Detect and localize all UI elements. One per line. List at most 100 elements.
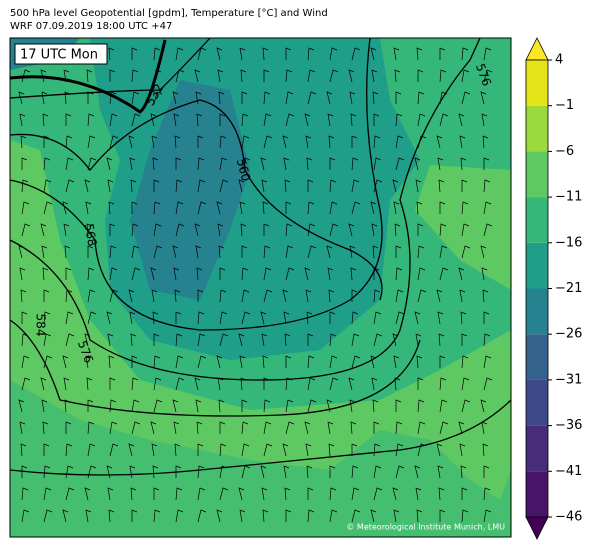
wind-barb (439, 509, 446, 522)
wind-barb (41, 245, 48, 259)
wind-barb (351, 289, 358, 302)
wind-barb (285, 47, 292, 60)
wind-barb (194, 377, 201, 391)
wind-barb (239, 47, 246, 61)
wind-barb (483, 509, 492, 523)
wind-barb (370, 355, 377, 369)
colorbar-tick-label: −6 (555, 144, 574, 159)
wind-barb (43, 179, 52, 193)
wind-barb (40, 223, 47, 237)
wind-barb (131, 113, 141, 127)
wind-barb (107, 179, 114, 193)
wind-barb (42, 421, 49, 435)
wind-barb (417, 223, 424, 236)
wind-barb (63, 223, 70, 237)
wind-barb (239, 355, 246, 369)
wind-barb (175, 333, 183, 347)
wind-barb (439, 399, 448, 413)
wind-barb (305, 289, 312, 303)
wind-barb (218, 399, 225, 413)
wind-barb (417, 267, 426, 281)
wind-barb (197, 157, 205, 171)
wind-barb (219, 113, 226, 126)
wind-barb (197, 333, 206, 347)
wind-barb (460, 157, 467, 171)
wind-barb (285, 355, 292, 368)
wind-barb (417, 69, 424, 82)
wind-barb (41, 91, 48, 105)
wind-barb (87, 245, 94, 258)
wind-barb (283, 157, 290, 171)
wind-barb (260, 311, 267, 325)
wind-barb (174, 443, 181, 457)
wind-barb (42, 267, 49, 281)
wind-barb (196, 113, 203, 127)
wind-barb (285, 113, 295, 127)
wind-barb (19, 267, 26, 281)
wind-barb (417, 399, 425, 413)
wind-barb (282, 443, 289, 457)
wind-barb (131, 377, 139, 391)
wind-barb (86, 69, 93, 83)
wind-barb (483, 47, 492, 61)
wind-barb (64, 399, 71, 413)
wind-barb (131, 201, 138, 214)
wind-barb (282, 135, 289, 149)
wind-barb (84, 179, 91, 193)
wind-barb (437, 311, 444, 325)
wind-barb (348, 223, 355, 237)
wind-barb (173, 267, 180, 281)
colorbar-tick-label: −21 (555, 281, 582, 296)
wind-barb (21, 355, 30, 369)
wind-barb (108, 355, 115, 369)
wind-barb (239, 201, 246, 215)
wind-barb (21, 201, 30, 215)
wind-barb (263, 267, 272, 281)
wind-barb (417, 135, 427, 149)
wind-barb (65, 487, 75, 501)
wind-barb (395, 289, 404, 303)
wind-barb (241, 443, 250, 457)
wind-barb (394, 223, 401, 237)
wind-barb (393, 47, 400, 61)
wind-barb (152, 465, 159, 479)
wind-barb (263, 289, 273, 303)
wind-barb (480, 399, 487, 413)
time-label: 17 UTC Mon (20, 48, 98, 63)
wind-barb (283, 465, 290, 479)
wind-barb (329, 201, 338, 215)
wind-barb (194, 223, 201, 237)
wind-barb (395, 443, 404, 457)
wind-barb (197, 135, 204, 148)
wind-barb (219, 135, 227, 149)
wind-barb (329, 47, 338, 61)
wind-barb (131, 355, 138, 368)
wind-barb (351, 333, 360, 347)
wind-barb (128, 135, 135, 149)
wind-barb (371, 223, 378, 237)
wind-barb (351, 465, 359, 479)
wind-barb (351, 135, 358, 148)
subtitle-line: WRF 07.09.2019 18:00 UTC +47 (10, 21, 172, 32)
wind-barb (108, 509, 115, 523)
wind-barb (65, 135, 73, 149)
wind-barb (327, 267, 334, 281)
wind-barb (370, 509, 377, 523)
wind-barb (260, 465, 267, 479)
wind-barb (395, 135, 404, 149)
wind-barb (262, 47, 269, 61)
wind-barb (329, 179, 337, 193)
wind-barb (326, 245, 333, 259)
wind-barb (351, 157, 359, 171)
wind-barb (351, 311, 359, 325)
wind-barb (21, 311, 28, 324)
wind-barb (128, 289, 135, 303)
wind-barb (109, 91, 117, 105)
colorbar-segment (526, 471, 548, 517)
wind-barb (481, 267, 488, 281)
wind-barb (19, 113, 26, 127)
wind-barb (439, 245, 448, 259)
wind-barb (87, 157, 97, 171)
wind-barb (196, 421, 203, 435)
wind-barb (241, 399, 248, 412)
